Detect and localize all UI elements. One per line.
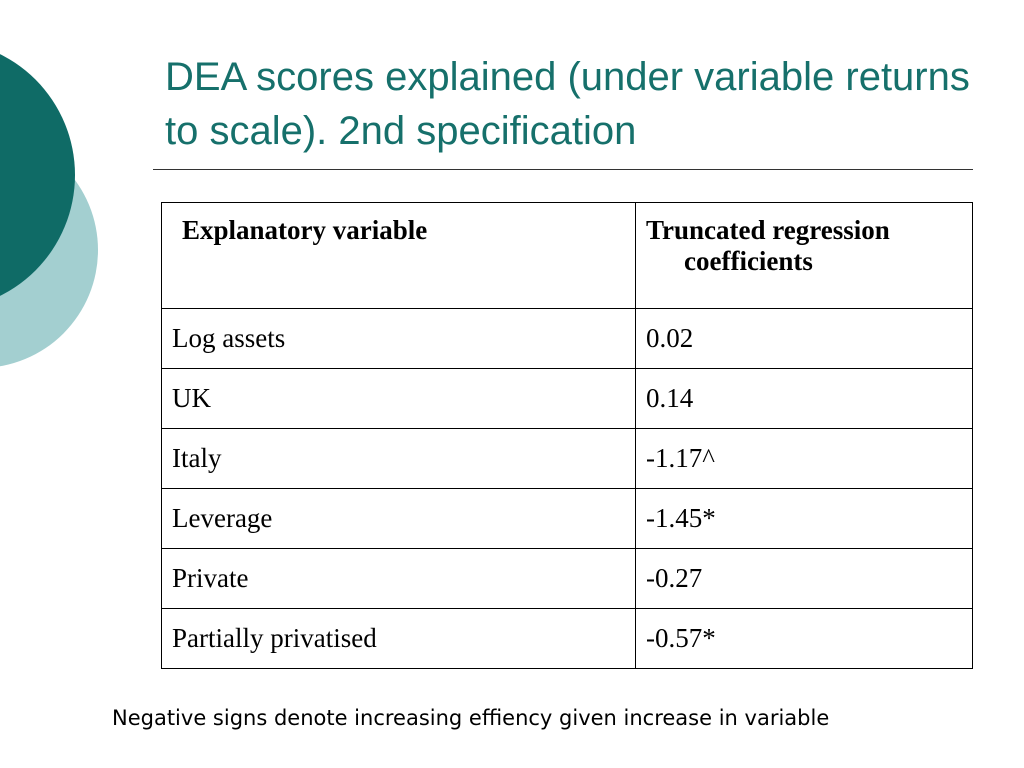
variable-cell: Private — [161, 548, 636, 609]
decorative-circles — [0, 54, 98, 367]
table-row: Italy -1.17^ — [161, 428, 973, 489]
header-coefficients: Truncated regression coefficients — [635, 202, 973, 309]
dark-teal-circle — [0, 54, 75, 296]
variable-cell: Log assets — [161, 308, 636, 369]
header-explanatory-variable: Explanatory variable — [161, 202, 636, 309]
coefficient-cell: -1.17^ — [635, 428, 973, 489]
table-row: Private -0.27 — [161, 548, 973, 609]
variable-cell: Partially privatised — [161, 608, 636, 669]
table-row: Leverage -1.45* — [161, 488, 973, 549]
header-coefficients-line1: Truncated regression — [646, 215, 890, 245]
title-divider — [153, 169, 973, 170]
table-row: UK 0.14 — [161, 368, 973, 429]
header-coefficients-line2: coefficients — [684, 246, 813, 276]
regression-table: Explanatory variable Truncated regressio… — [161, 202, 973, 669]
coefficient-cell: -0.27 — [635, 548, 973, 609]
variable-cell: UK — [161, 368, 636, 429]
coefficient-cell: 0.02 — [635, 308, 973, 369]
coefficient-cell: 0.14 — [635, 368, 973, 429]
variable-cell: Leverage — [161, 488, 636, 549]
table-header-row: Explanatory variable Truncated regressio… — [161, 202, 973, 309]
variable-cell: Italy — [161, 428, 636, 489]
slide-title: DEA scores explained (under variable ret… — [165, 55, 970, 153]
table-row: Partially privatised -0.57* — [161, 608, 973, 669]
table-row: Log assets 0.02 — [161, 308, 973, 369]
footnote: Negative signs denote increasing effienc… — [112, 706, 830, 730]
coefficient-cell: -0.57* — [635, 608, 973, 669]
coefficient-cell: -1.45* — [635, 488, 973, 549]
